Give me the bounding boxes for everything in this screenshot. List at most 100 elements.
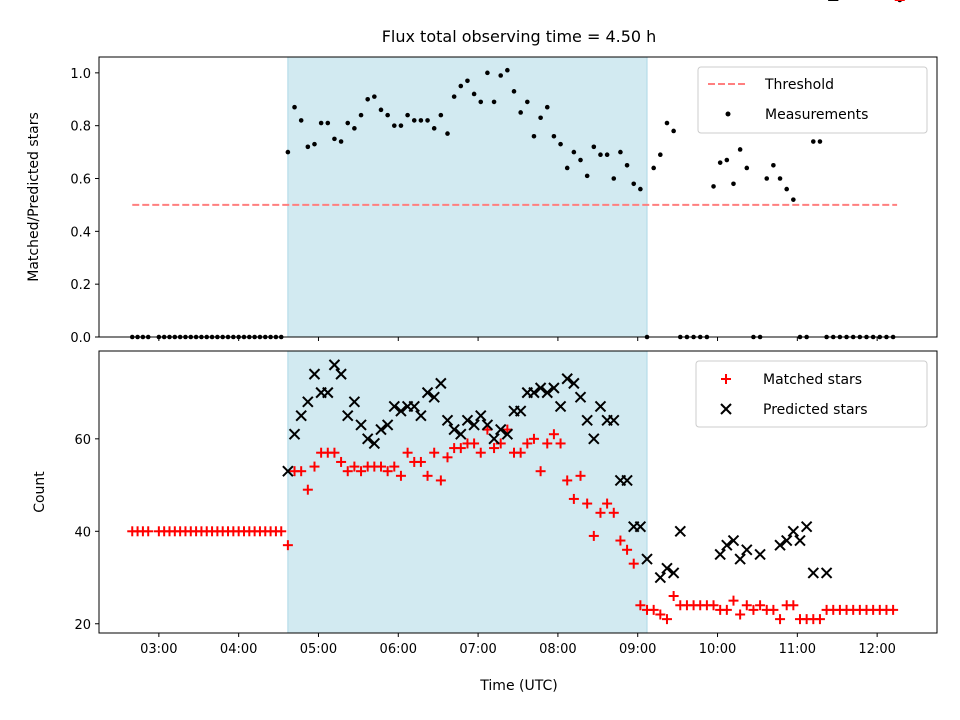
measurement-point <box>810 139 816 144</box>
measurement-point <box>478 99 484 105</box>
measurement-point <box>458 83 464 89</box>
bottom-panel: 20 40 60 03:00 04:00 05:00 06:00 07:00 08:00 09:… <box>32 0 938 694</box>
predicted-star-point <box>794 534 806 547</box>
measurement-point <box>425 118 430 123</box>
matched-star-point <box>435 475 446 486</box>
measurement-point <box>817 139 823 144</box>
measurement-point <box>411 118 417 123</box>
matched-star-point <box>542 438 553 449</box>
matched-star-point <box>721 604 732 615</box>
matched-star-point <box>788 600 799 611</box>
measurement-point <box>591 144 597 150</box>
measurement-point <box>358 112 364 118</box>
matched-star-point <box>329 447 340 458</box>
matched-star-point <box>655 609 666 620</box>
measurement-point <box>624 163 630 168</box>
measurement-point <box>604 152 610 158</box>
predicted-star-point <box>568 377 580 390</box>
x-tick-label: 09:00 <box>619 642 656 657</box>
x-tick-label: 04:00 <box>220 642 257 657</box>
matched-star-point <box>735 609 746 620</box>
predicted-star-point <box>441 414 454 427</box>
y-tick-label: 40 <box>74 525 91 540</box>
measurement-point <box>485 70 490 76</box>
bottom-y-axis-label: Count <box>32 471 48 513</box>
measurement-point <box>451 94 457 99</box>
predicted-star-point <box>548 382 560 394</box>
measurement-point <box>578 157 583 163</box>
predicted-star-point <box>667 567 680 579</box>
predicted-star-point <box>621 474 633 487</box>
matched-star-point <box>595 507 606 518</box>
matched-star-point <box>515 447 526 458</box>
measurement-point <box>405 112 410 118</box>
measurement-point <box>544 104 550 110</box>
predicted-star-point <box>355 419 367 431</box>
matched-star-point <box>888 604 899 615</box>
measurement-point <box>777 176 783 181</box>
predicted-star-point <box>421 386 434 399</box>
predicted-star-point <box>654 571 667 584</box>
top-panel: 0.0 0.2 0.4 0.6 0.8 1.0 Matched/Predicted sta… <box>26 0 938 346</box>
observing-window-shade <box>287 350 648 634</box>
matched-star-point <box>582 498 593 509</box>
measurement-point <box>471 91 477 97</box>
predicted-star-point <box>727 534 740 547</box>
measurement-point <box>352 126 357 131</box>
predicted-star-point <box>780 534 793 547</box>
y-tick-label: 0.4 <box>70 225 91 240</box>
matched-star-point <box>455 443 466 454</box>
predicted-star-point <box>415 410 427 422</box>
matched-star-point <box>668 591 679 602</box>
matched-star-point <box>814 614 825 625</box>
matched-star-point <box>469 438 480 449</box>
measurement-point <box>571 149 577 155</box>
top-y-axis-label: Matched/Predicted stars <box>26 112 42 282</box>
matched-star-point <box>342 466 353 477</box>
matched-star-point <box>429 447 440 458</box>
y-tick-label: 0.0 <box>70 331 91 346</box>
x-tick-label: 10:00 <box>699 642 736 657</box>
matched-star-point <box>548 429 559 440</box>
legend-predicted-marker <box>720 403 732 415</box>
predicted-star-point <box>641 553 653 565</box>
chart-title: Flux total observing time = 4.50 h <box>382 27 657 46</box>
measurement-point <box>551 133 557 139</box>
measurement-point <box>318 120 324 126</box>
matched-star-point <box>296 466 307 477</box>
matched-star-point <box>302 484 313 495</box>
measurement-point <box>791 197 796 202</box>
predicted-star-point <box>375 423 387 436</box>
measurement-point <box>764 176 770 181</box>
x-tick-label: 11:00 <box>779 642 816 657</box>
x-tick-label: 12:00 <box>858 642 895 657</box>
measurement-point <box>658 152 663 158</box>
measurement-point <box>391 123 397 128</box>
predicted-star-point <box>561 373 573 385</box>
predicted-star-point <box>282 465 294 477</box>
predicted-star-point <box>322 386 334 399</box>
legend-threshold-label: Threshold <box>764 77 834 93</box>
matched-star-point <box>555 438 566 449</box>
bottom-legend: Matched stars Predicted stars <box>695 360 928 428</box>
measurement-point <box>345 120 351 126</box>
matched-star-point <box>475 447 486 458</box>
measurement-point <box>531 133 537 139</box>
measurement-point <box>372 94 377 99</box>
measurement-point <box>292 104 297 110</box>
predicted-star-point <box>302 396 314 408</box>
legend-measurements-label: Measurements <box>765 107 868 123</box>
matched-star-point <box>615 535 626 546</box>
measurement-point <box>305 144 311 150</box>
matched-star-point <box>349 461 360 472</box>
predicted-star-point <box>721 539 733 551</box>
y-tick-label: 0.2 <box>70 278 91 293</box>
matched-star-point <box>395 470 406 481</box>
predicted-star-point <box>581 414 593 427</box>
predicted-star-point <box>741 544 753 556</box>
matched-star-point <box>336 456 347 467</box>
predicted-star-point <box>475 410 487 422</box>
matched-star-point <box>755 600 766 611</box>
measurement-point <box>638 186 643 192</box>
predicted-star-point <box>288 428 301 440</box>
